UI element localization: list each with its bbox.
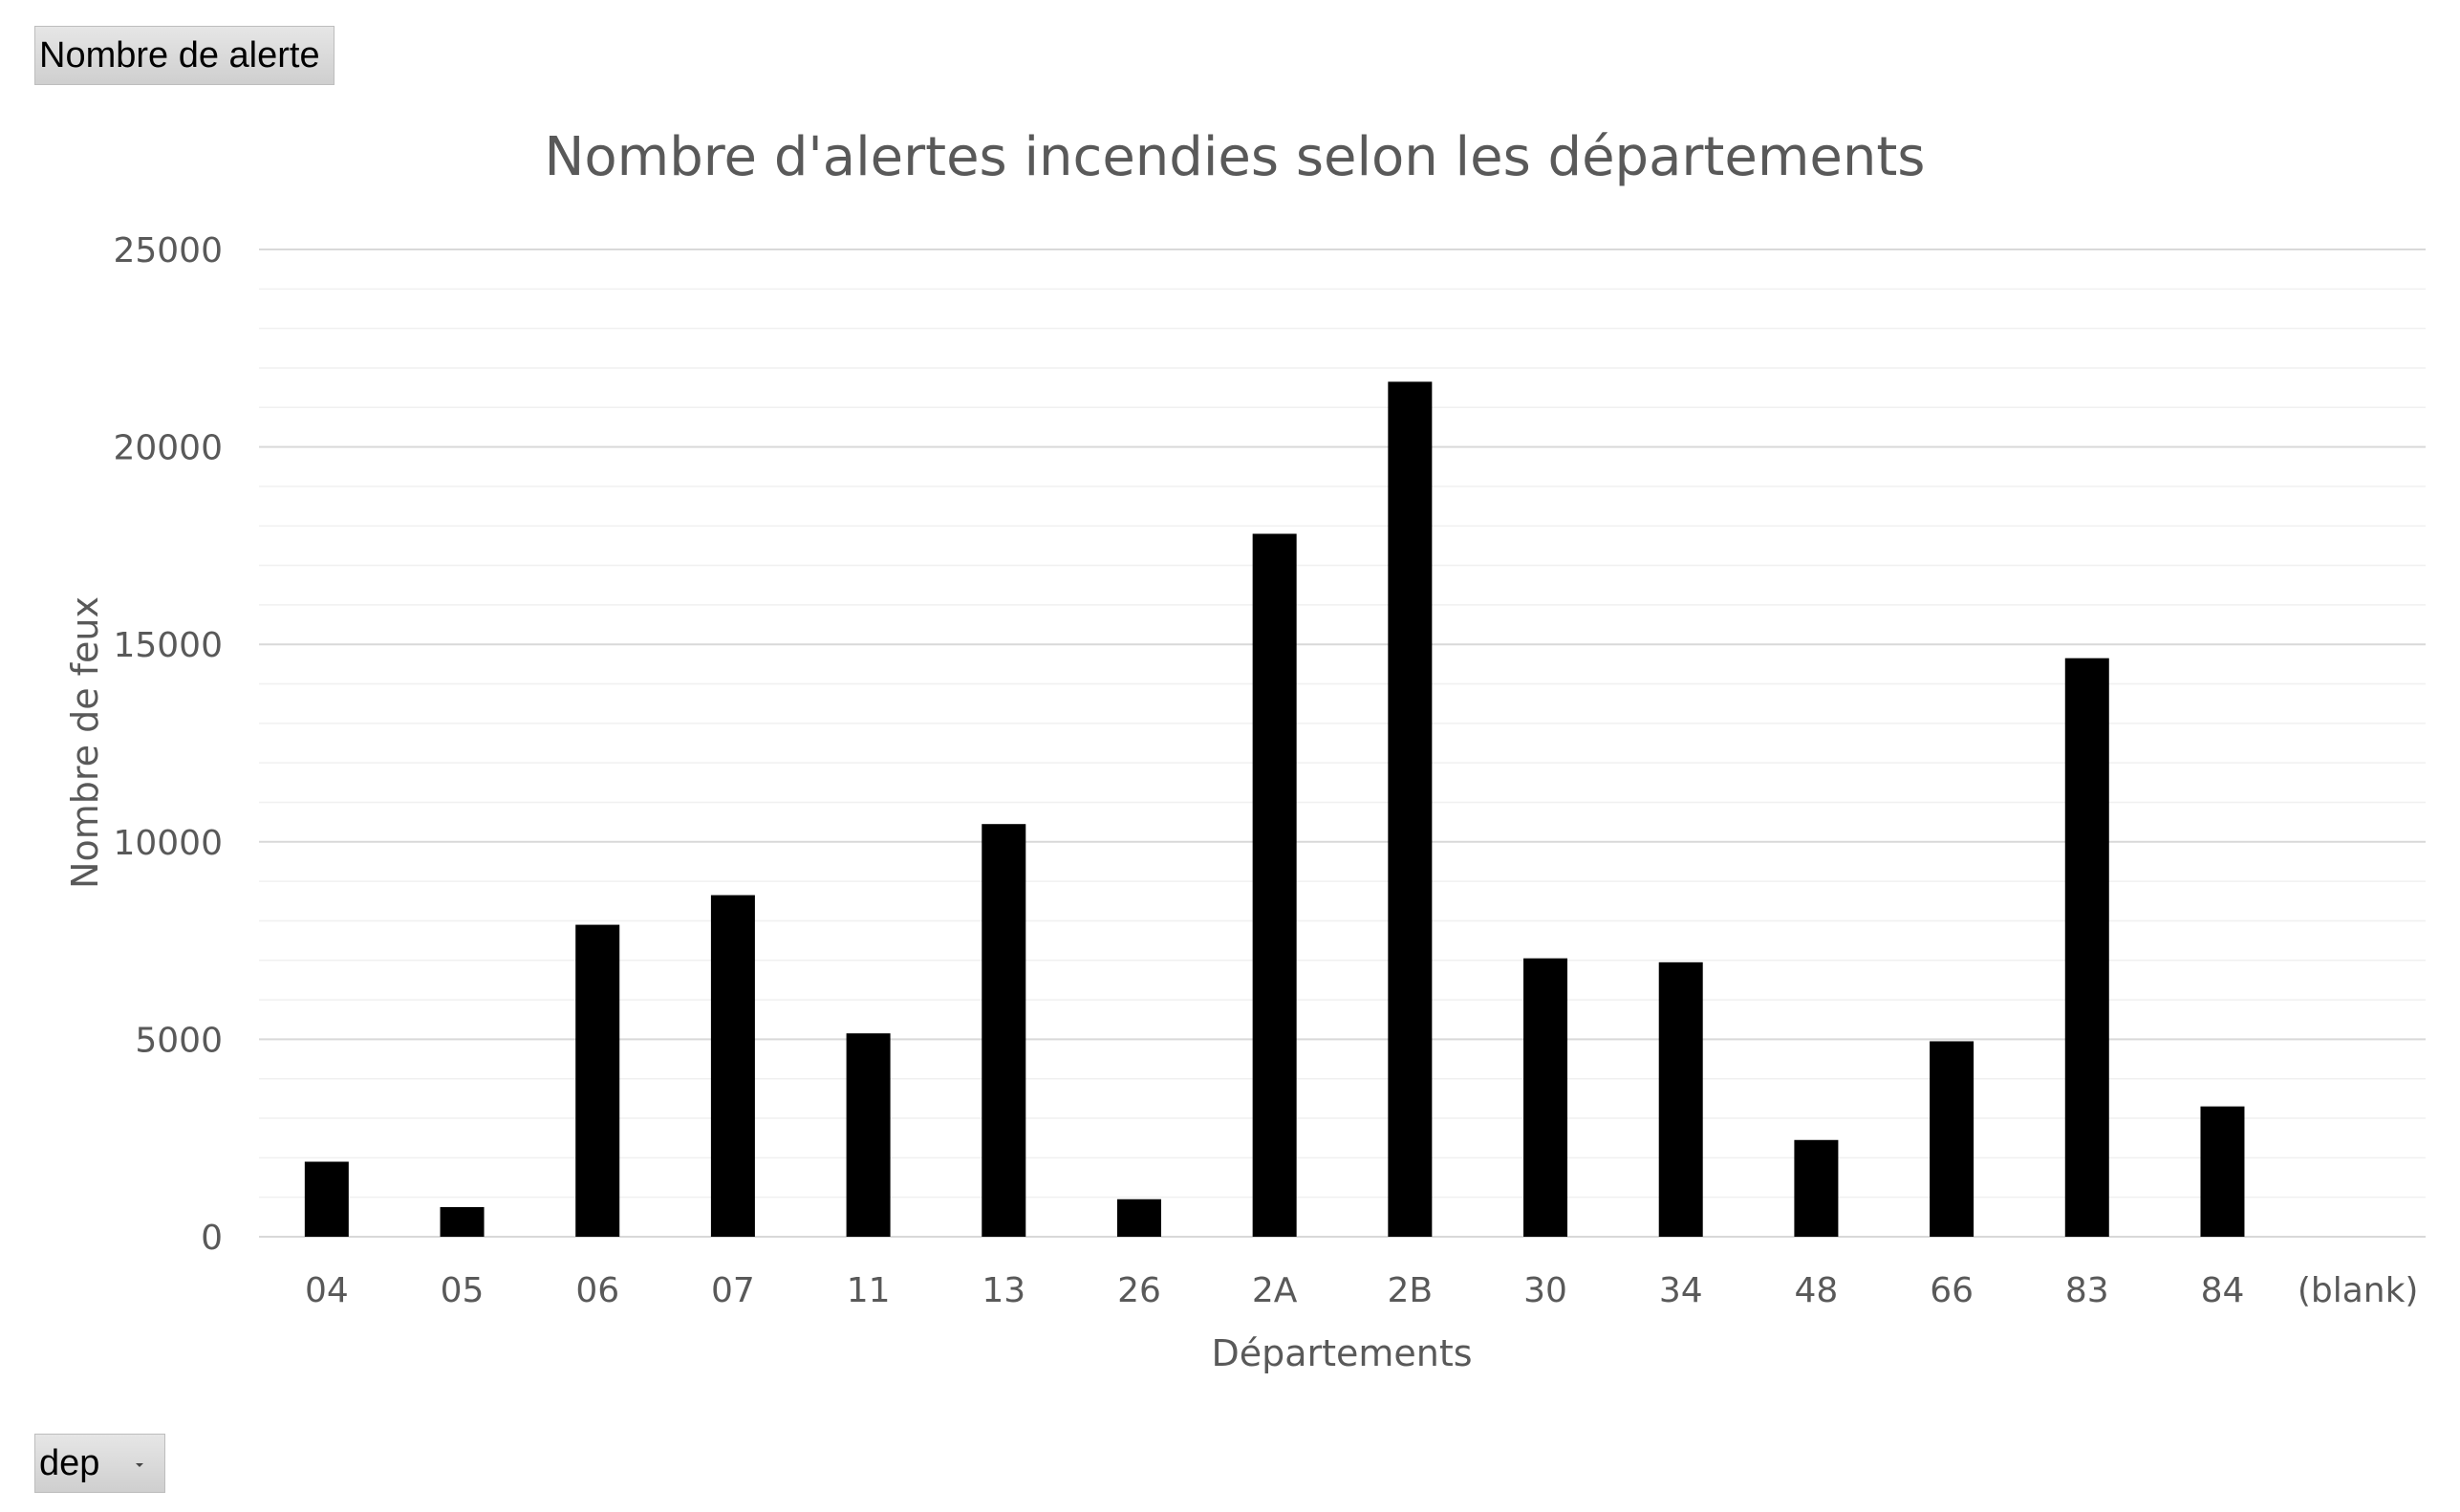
- bar: [1523, 958, 1568, 1237]
- y-tick-label: 5000: [135, 1021, 223, 1060]
- chart-title: Nombre d'alertes incendies selon les dép…: [545, 126, 1926, 188]
- bar: [1252, 533, 1297, 1237]
- x-tick-label: 26: [1117, 1271, 1161, 1310]
- x-tick-label: 05: [441, 1271, 485, 1310]
- values-field-label: Nombre de alerte: [39, 35, 320, 76]
- y-axis-ticks: 0 5000 10000 15000 20000 25000: [113, 231, 223, 1258]
- bar: [440, 1207, 485, 1237]
- bar: [1658, 961, 1703, 1237]
- x-tick-label: 11: [847, 1271, 891, 1310]
- y-tick-label: 25000: [113, 231, 223, 270]
- axis-field-label: dep: [39, 1443, 100, 1483]
- y-axis-title: Nombre de feux: [64, 596, 106, 889]
- y-tick-label: 15000: [113, 626, 223, 665]
- x-tick-label: (blank): [2298, 1271, 2419, 1310]
- bar: [2064, 658, 2109, 1237]
- bar: [304, 1161, 349, 1237]
- x-tick-label: 84: [2201, 1271, 2245, 1310]
- bar: [1794, 1139, 1839, 1237]
- bar: [982, 824, 1026, 1237]
- x-tick-label: 13: [982, 1271, 1025, 1310]
- bar: [1388, 381, 1433, 1237]
- x-tick-label: 66: [1930, 1271, 1974, 1310]
- x-tick-label: 06: [575, 1271, 619, 1310]
- chevron-down-icon[interactable]: [136, 1463, 143, 1467]
- bar: [1116, 1199, 1161, 1237]
- bar: [1930, 1041, 1974, 1237]
- y-tick-label: 10000: [113, 824, 223, 863]
- bar: [575, 924, 620, 1237]
- x-tick-label: 07: [711, 1271, 755, 1310]
- x-tick-label: 04: [305, 1271, 349, 1310]
- x-tick-label: 34: [1659, 1271, 1703, 1310]
- bars: [304, 381, 2245, 1237]
- y-tick-label: 0: [201, 1219, 223, 1258]
- x-axis-ticks: 04 05 06 07 11 13 26 2A 2B 30 34 48 66 83 84 (blank): [305, 1271, 2419, 1310]
- values-field-button[interactable]: Nombre de alerte: [34, 26, 334, 85]
- x-axis-title: Départements: [1211, 1332, 1472, 1374]
- gridlines: [259, 248, 2426, 1199]
- x-tick-label: 30: [1523, 1271, 1567, 1310]
- bar: [846, 1033, 891, 1237]
- x-tick-label: 2B: [1388, 1271, 1434, 1310]
- bar: [710, 895, 755, 1237]
- x-tick-label: 48: [1795, 1271, 1839, 1310]
- axis-field-button[interactable]: dep: [34, 1434, 165, 1493]
- bar: [2200, 1106, 2245, 1237]
- y-tick-label: 20000: [113, 429, 223, 468]
- x-tick-label: 2A: [1252, 1271, 1298, 1310]
- x-tick-label: 83: [2065, 1271, 2109, 1310]
